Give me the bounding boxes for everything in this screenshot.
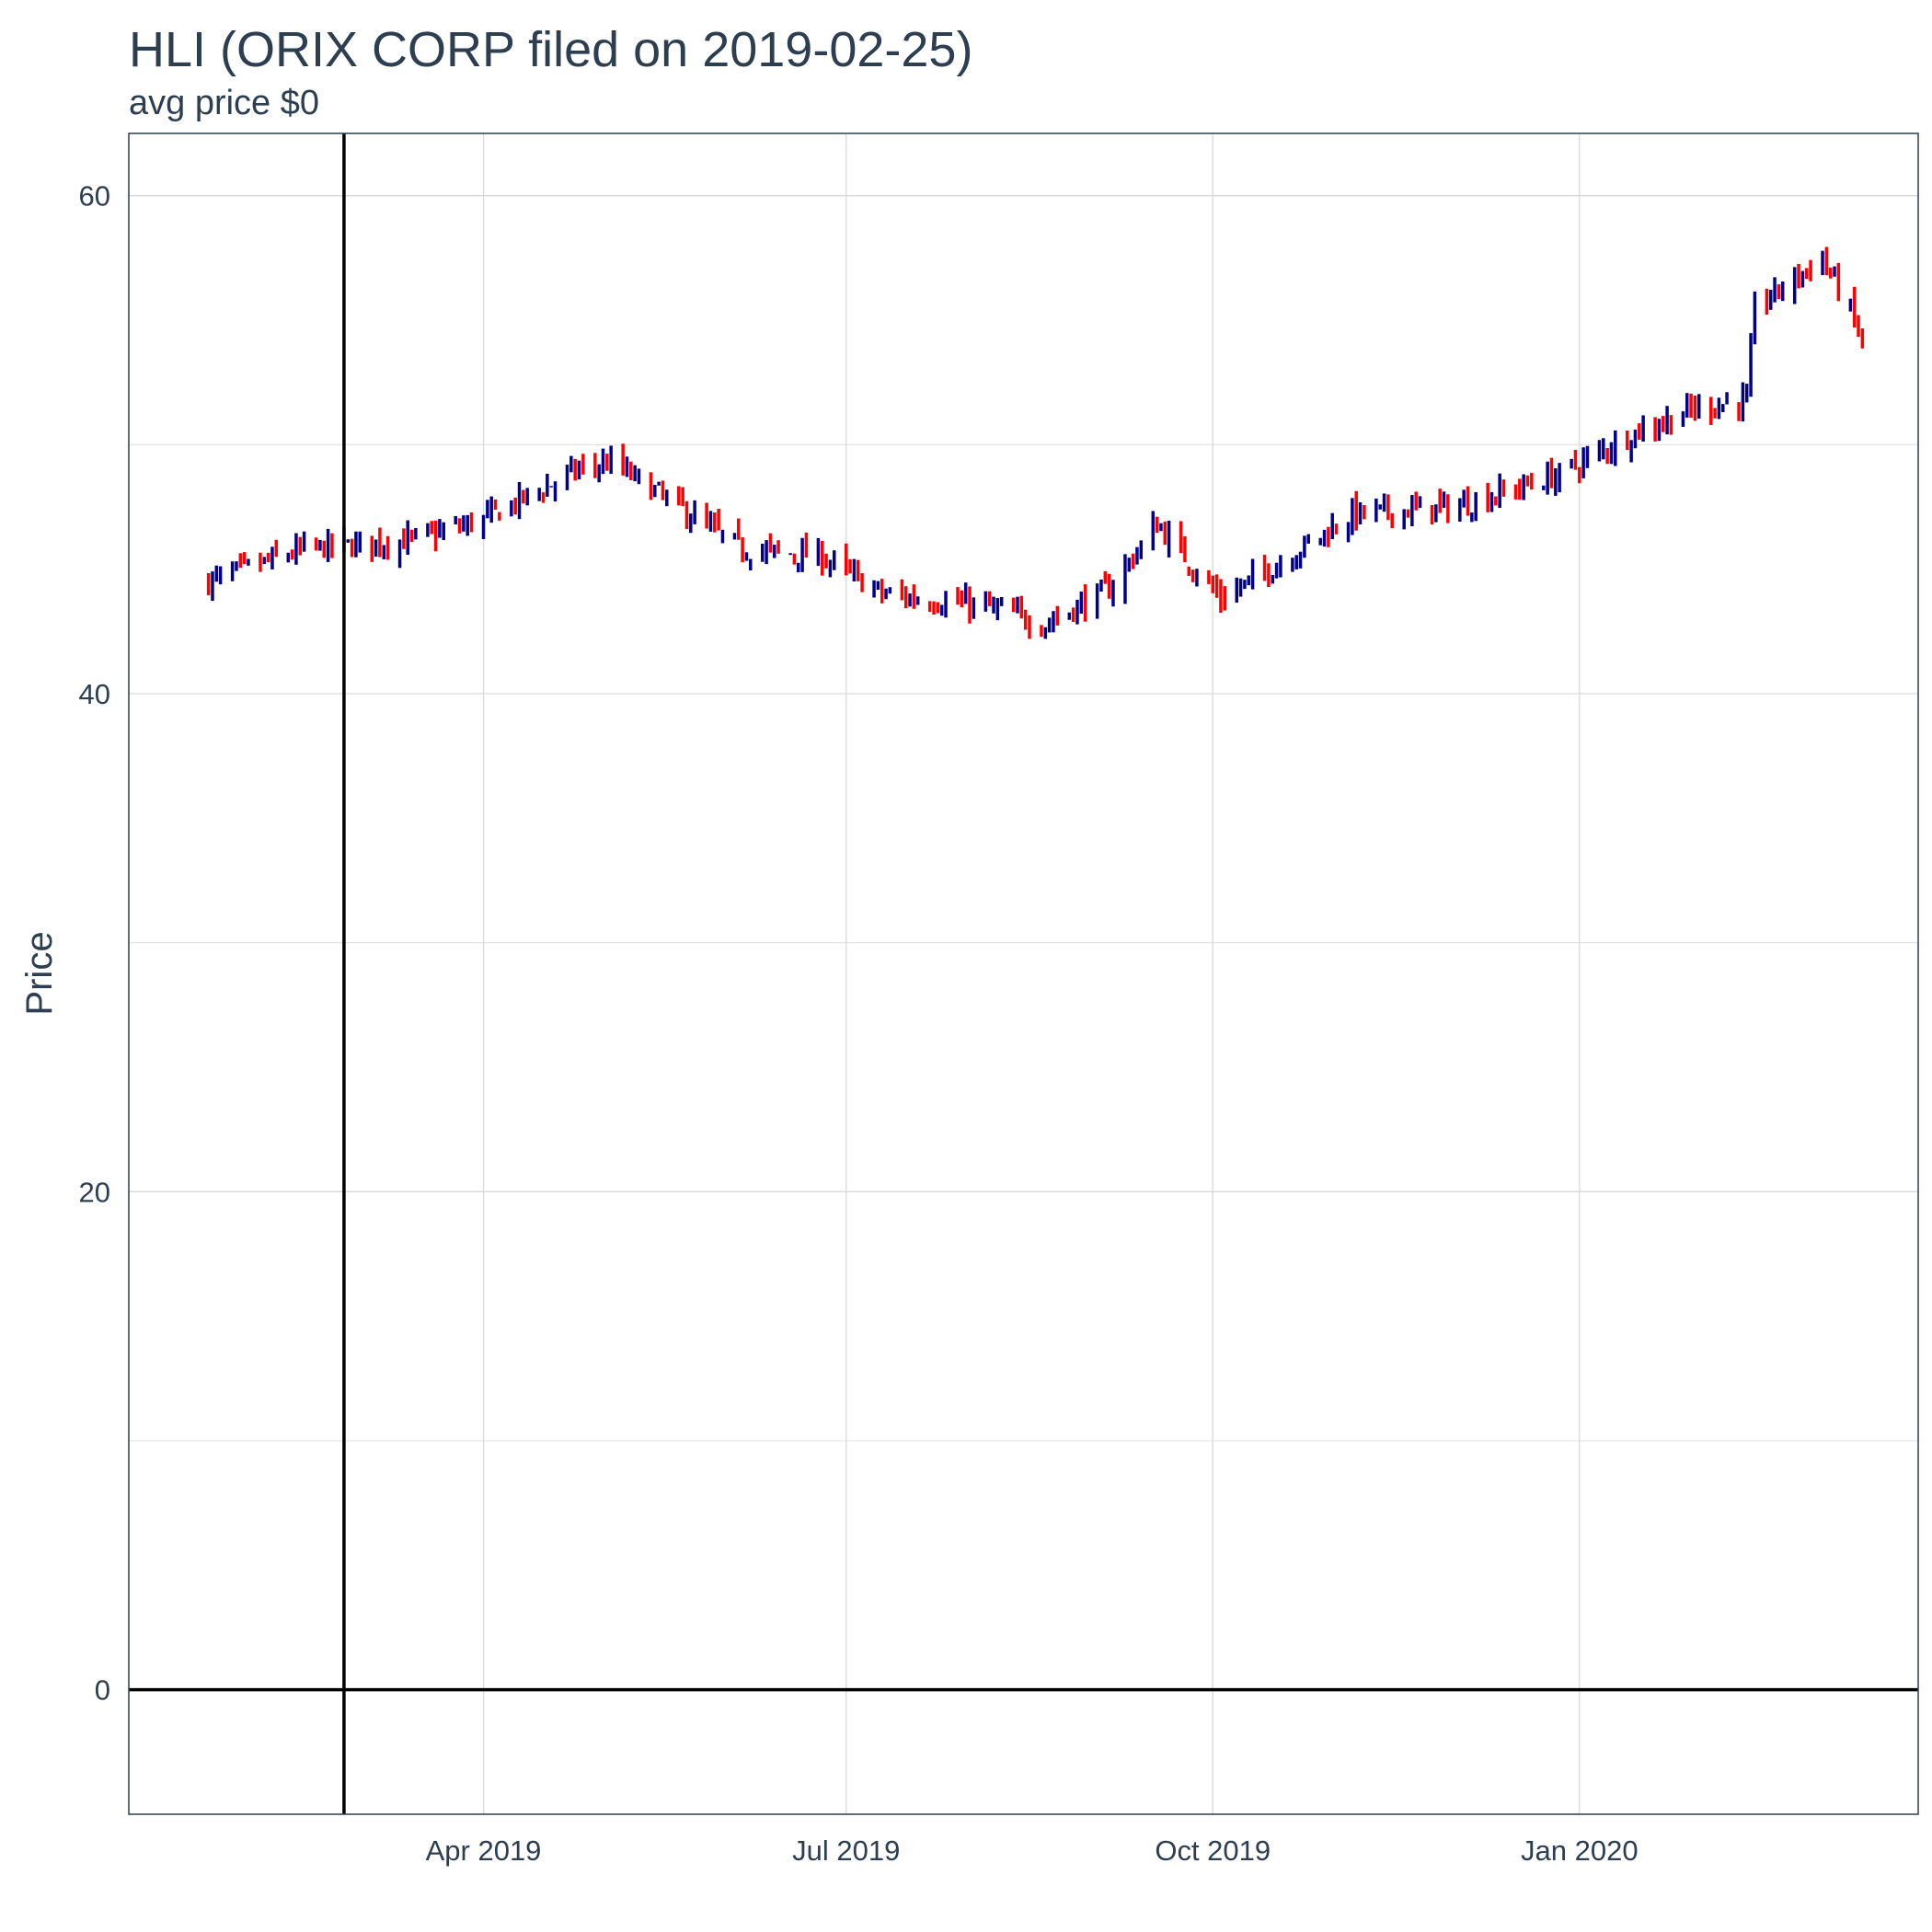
x-tick-label: Oct 2019: [1155, 1834, 1271, 1867]
x-tick-label: Jan 2020: [1521, 1834, 1639, 1867]
grid-major-lines: [129, 133, 1918, 1814]
y-tick-labels: 0 20 40 60: [79, 180, 110, 1707]
x-tick-labels: Apr 2019 Jul 2019 Oct 2019 Jan 2020: [426, 1834, 1639, 1867]
y-tick-label: 40: [79, 678, 110, 710]
y-tick-label: 60: [79, 180, 110, 213]
plot-frame: [128, 132, 1919, 1815]
reference-lines: [129, 133, 1918, 1814]
y-tick-label: 20: [79, 1176, 110, 1208]
chart-title: HLI (ORIX CORP filed on 2019-02-25): [129, 22, 973, 77]
x-tick-label: Apr 2019: [426, 1834, 542, 1867]
y-tick-label: 0: [95, 1674, 110, 1707]
x-tick-label: Jul 2019: [792, 1834, 900, 1867]
grid-minor-lines: [129, 443, 1918, 1442]
ohlc-bars: [206, 247, 1865, 639]
chart-subtitle: avg price $0: [129, 84, 320, 122]
y-axis-title: Price: [19, 931, 60, 1015]
